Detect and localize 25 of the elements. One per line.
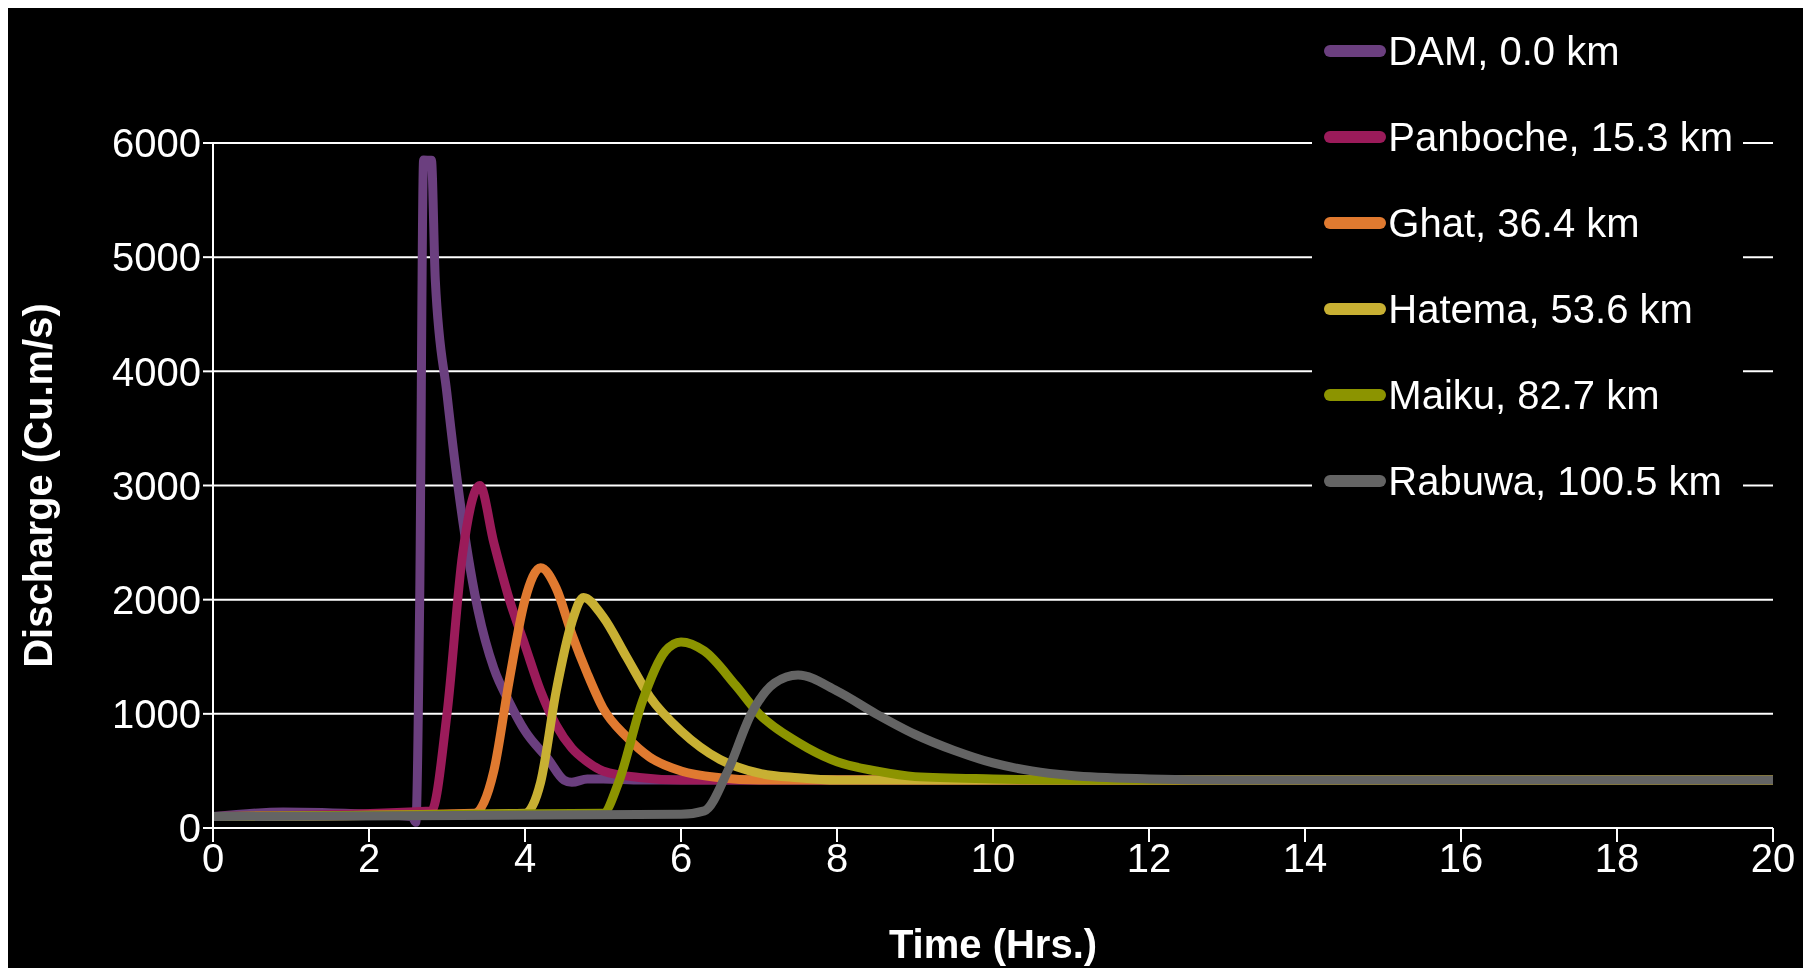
x-tick-label: 18	[1594, 836, 1640, 881]
x-axis-title: Time (Hrs.)	[888, 922, 1098, 966]
y-tick-label: 4000	[112, 349, 201, 394]
x-tick-label: 20	[1750, 836, 1796, 881]
x-tick-label: 10	[970, 836, 1016, 881]
y-tick-label: 2000	[112, 577, 201, 622]
x-tick-label: 2	[357, 836, 381, 881]
legend-label: Hatema, 53.6 km	[1388, 286, 1693, 332]
y-axis-title: Discharge (Cu.m/s)	[16, 303, 61, 668]
y-tick-label: 3000	[112, 463, 201, 508]
x-tick-label: 6	[669, 836, 693, 881]
legend-label: Panboche, 15.3 km	[1388, 114, 1733, 160]
x-tick-label: 14	[1282, 836, 1328, 881]
y-tick-label: 5000	[112, 235, 201, 280]
x-tick-label: 16	[1438, 836, 1484, 881]
y-tick-label: 6000	[112, 121, 201, 166]
legend-label: DAM, 0.0 km	[1388, 28, 1620, 74]
x-tick-label: 12	[1126, 836, 1172, 881]
x-tick-label: 8	[825, 836, 849, 881]
y-tick-label: 1000	[112, 692, 201, 737]
legend-label: Maiku, 82.7 km	[1388, 372, 1660, 418]
legend-label: Rabuwa, 100.5 km	[1388, 458, 1722, 504]
x-tick-label: 4	[513, 836, 537, 881]
legend-label: Ghat, 36.4 km	[1388, 200, 1640, 246]
y-tick-label: 0	[178, 806, 201, 851]
